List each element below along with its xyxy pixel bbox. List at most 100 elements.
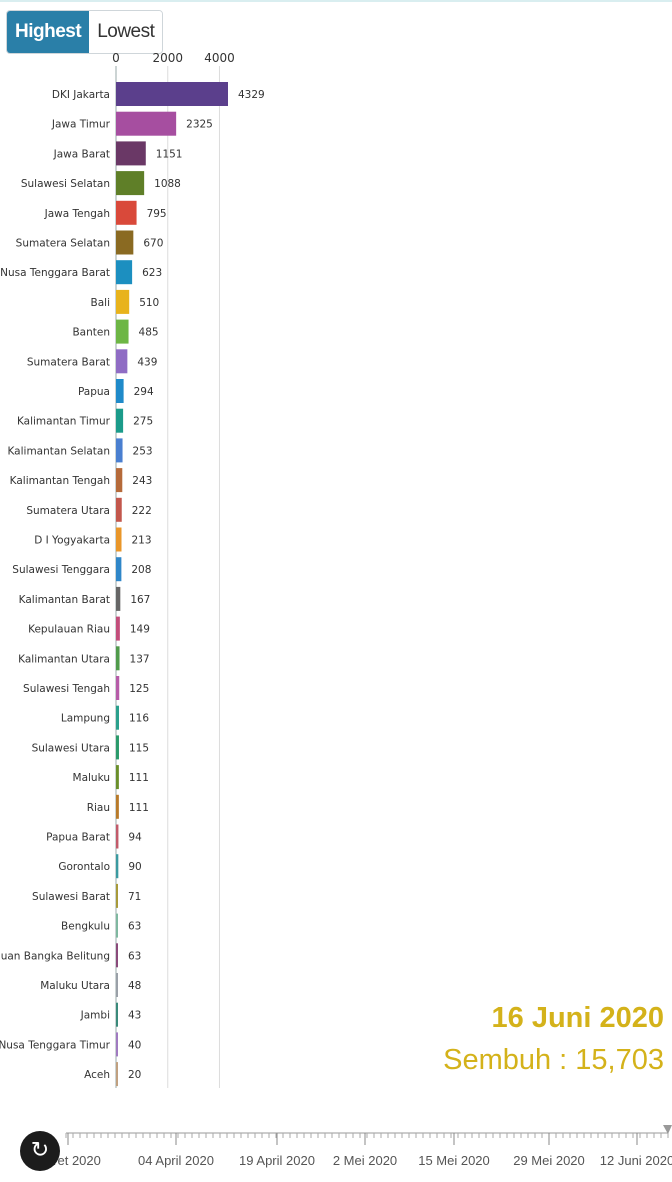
bar[interactable] [116, 527, 122, 552]
bar[interactable] [116, 913, 118, 938]
data-label: 208 [131, 564, 151, 576]
category-label: Sumatera Barat [27, 356, 110, 368]
category-label: Papua Barat [46, 832, 110, 844]
data-label: 111 [129, 802, 149, 814]
category-label: Sulawesi Utara [32, 742, 110, 754]
category-label: Sulawesi Barat [32, 891, 110, 903]
data-label: 125 [129, 683, 149, 695]
timeline-label: 12 Juni 2020 [600, 1153, 672, 1168]
category-label: Kepulauan Bangka Belitung [0, 950, 110, 962]
category-label: Banten [72, 327, 110, 339]
timeline-label: 2 Mei 2020 [333, 1153, 397, 1168]
data-label: 1088 [154, 178, 181, 190]
bar[interactable] [116, 883, 118, 908]
category-label: Kalimantan Tengah [10, 475, 110, 487]
bar[interactable] [116, 943, 118, 968]
timeline-label: 04 April 2020 [138, 1153, 214, 1168]
timeline-label: 15 Mei 2020 [418, 1153, 490, 1168]
data-label: 2325 [186, 119, 213, 131]
data-label: 115 [129, 742, 149, 754]
current-date: 16 Juni 2020 [491, 1002, 665, 1034]
bar[interactable] [116, 468, 123, 493]
bar[interactable] [116, 973, 118, 997]
category-label: Papua [78, 386, 110, 398]
category-label: Sumatera Selatan [16, 238, 110, 250]
category-label: Kalimantan Timur [17, 416, 111, 428]
highest-button[interactable]: Highest [7, 11, 90, 53]
data-label: 510 [139, 297, 159, 309]
data-label: 439 [137, 356, 157, 368]
bar[interactable] [116, 141, 146, 166]
lowest-button[interactable]: Lowest [89, 11, 163, 53]
data-label: 63 [128, 921, 141, 933]
recovered-total: Sembuh : 15,703 [443, 1044, 664, 1076]
bar[interactable] [116, 349, 128, 374]
bar[interactable] [116, 646, 120, 671]
data-label: 94 [128, 832, 142, 844]
data-label: 137 [130, 653, 150, 665]
data-label: 90 [128, 861, 141, 873]
bar-chart: 0 2000 4000 DKI Jakarta 4329 Jawa Timur 2325 Ja… [0, 51, 265, 1088]
bar[interactable] [116, 111, 177, 136]
bar[interactable] [116, 705, 120, 730]
bar[interactable] [116, 438, 123, 463]
category-label: Sumatera Utara [26, 505, 110, 517]
data-label: 253 [133, 445, 153, 457]
timeline-slider[interactable]: Maret 2020 04 April 2020 19 April 2020 2 Me… [0, 1125, 672, 1182]
bar[interactable] [116, 408, 124, 433]
data-label: 275 [133, 416, 153, 428]
bar[interactable] [116, 735, 119, 760]
data-label: 213 [132, 535, 152, 547]
category-label: Gorontalo [58, 861, 110, 873]
category-label: Nusa Tenggara Barat [0, 267, 110, 279]
data-label: 623 [142, 267, 162, 279]
category-label: DKI Jakarta [52, 89, 110, 101]
bar[interactable] [116, 200, 137, 225]
category-label: Aceh [84, 1069, 110, 1081]
data-label: 149 [130, 624, 150, 636]
bar[interactable] [116, 676, 120, 700]
category-label: Sulawesi Tenggara [12, 564, 110, 576]
category-label: Jambi [80, 1010, 110, 1022]
bar[interactable] [116, 586, 121, 611]
bar[interactable] [116, 1032, 118, 1057]
data-label: 167 [130, 594, 150, 606]
bar[interactable] [116, 557, 122, 582]
replay-icon: ↻ [30, 1138, 50, 1163]
data-label: 4329 [238, 89, 265, 101]
data-label: 294 [134, 386, 154, 398]
x-tick-label: 2000 [152, 51, 183, 65]
data-label: 222 [132, 505, 152, 517]
category-label: Lampung [61, 713, 110, 725]
sort-toggle: Highest Lowest [6, 10, 164, 54]
category-label: Kalimantan Selatan [7, 445, 110, 457]
category-label: Sulawesi Tengah [23, 683, 110, 695]
bar[interactable] [116, 1062, 118, 1087]
bar[interactable] [116, 289, 130, 314]
bar[interactable] [116, 497, 122, 522]
bar[interactable] [116, 824, 119, 849]
data-label: 43 [128, 1010, 141, 1022]
data-label: 116 [129, 713, 149, 725]
category-label: Bengkulu [61, 921, 110, 933]
bar[interactable] [116, 230, 134, 255]
replay-button[interactable]: ↻ [20, 1131, 60, 1171]
timeline-label: 29 Mei 2020 [513, 1153, 585, 1168]
bar[interactable] [116, 765, 119, 790]
category-label: Bali [91, 297, 110, 309]
bar[interactable] [116, 171, 145, 196]
timeline-handle[interactable] [663, 1125, 672, 1134]
bar[interactable] [116, 319, 129, 344]
bar[interactable] [116, 794, 119, 819]
category-label: Nusa Tenggara Timur [0, 1039, 111, 1051]
data-label: 670 [143, 238, 163, 250]
category-label: Kalimantan Utara [18, 653, 110, 665]
bar[interactable] [116, 379, 124, 403]
bar[interactable] [116, 82, 228, 106]
category-label: Jawa Barat [53, 148, 110, 160]
bar[interactable] [116, 1002, 118, 1027]
data-label: 40 [128, 1039, 141, 1051]
bar[interactable] [116, 854, 119, 879]
bar[interactable] [116, 260, 133, 285]
bar[interactable] [116, 616, 120, 641]
